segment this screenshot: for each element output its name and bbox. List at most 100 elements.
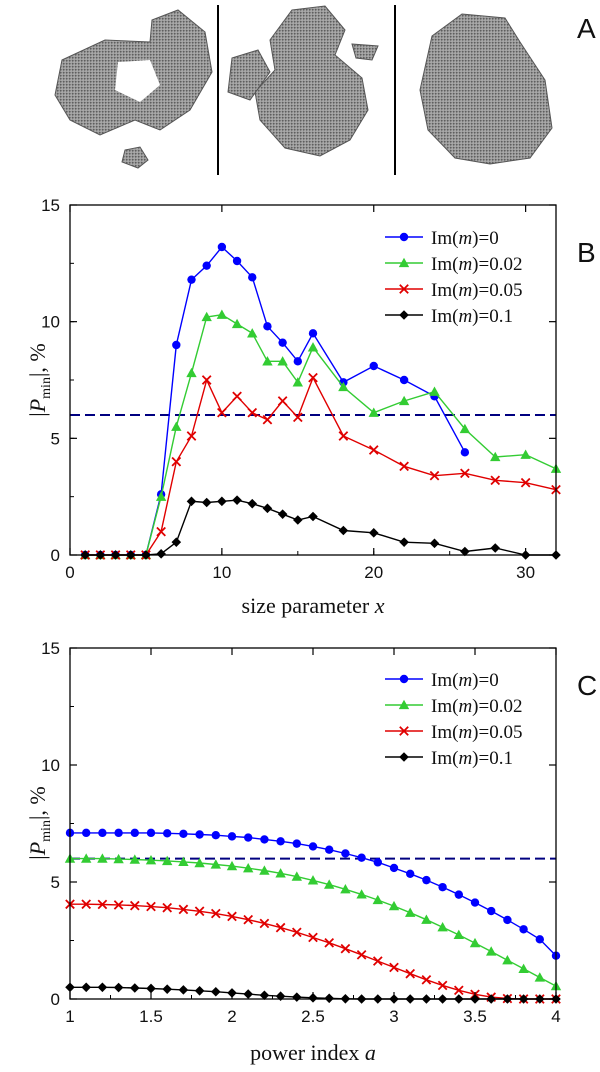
panel-c-data-point [211, 831, 220, 840]
panel-c-data-point [244, 833, 253, 842]
panel-b-data-point [202, 261, 211, 270]
panel-c-data-point [243, 862, 254, 873]
panel-b-data-point [216, 309, 228, 319]
panel-c-data-point [308, 842, 318, 851]
panel-c-data-point [113, 853, 124, 864]
panel-b-data-point [429, 386, 440, 396]
panel-c-data-point [454, 890, 463, 899]
panel-b-data-point [262, 414, 273, 425]
panel-c-data-point [292, 839, 301, 848]
panel-c-data-point [194, 906, 205, 917]
panel-c-data-point [162, 984, 172, 994]
panel-label-c: C [577, 670, 597, 701]
panel-b-data-point [155, 491, 167, 501]
panel-c-legend-entry: Im(m)=0.05 [385, 722, 522, 743]
panel-b-data-point [247, 328, 258, 338]
legend-marker [399, 284, 409, 294]
panel-c-data-point [291, 871, 302, 881]
panel-c-data-point [389, 863, 399, 873]
panel-b-data-point [232, 495, 242, 505]
panel-c-data-point [341, 849, 350, 858]
panel-b-data-point [520, 449, 531, 459]
legend-marker [399, 752, 409, 762]
panel-c-x-tick-label: 3 [389, 1007, 398, 1026]
panel-b-data-point [368, 407, 379, 417]
panel-c-series-1 [64, 853, 562, 991]
panel-c-data-point [113, 900, 124, 910]
legend-marker [398, 699, 410, 710]
panel-c-data-point [275, 991, 286, 1001]
panel-c-data-point [292, 992, 302, 1002]
panel-c-data-point [259, 918, 270, 929]
panel-b-data-point [232, 256, 242, 266]
panel-c-data-point [356, 949, 367, 960]
panel-c-data-point [163, 829, 172, 838]
panel-c-data-point [146, 901, 156, 912]
legend-label: Im(m)=0.02 [431, 254, 522, 275]
panel-c-data-point [324, 879, 335, 889]
panel-b-data-point [368, 445, 379, 455]
panel-c-y-axis-label: |Pmin|, % [25, 786, 54, 859]
panel-b-data-point [293, 515, 303, 525]
panel-b-data-point [171, 456, 182, 467]
panel-c-data-point [194, 986, 205, 996]
panel-b-legend: Im(m)=0 Im(m)=0.02 Im(m)=0.05 Im(m)=0.1 [385, 228, 522, 327]
panel-b-data-point [399, 461, 409, 472]
legend-marker [398, 257, 410, 268]
panel-c-series-0 [65, 828, 561, 960]
panel-c-data-point [130, 828, 139, 838]
panel-c-data-point [129, 854, 140, 864]
panel-b-data-point [201, 311, 212, 322]
panel-b-data-point [293, 357, 303, 366]
panel-label-b: B [577, 237, 596, 268]
panel-c-data-point [227, 911, 237, 922]
panel-c-data-point [226, 860, 238, 871]
panel-c-data-point [129, 900, 140, 911]
legend-marker [399, 674, 409, 684]
panel-c-data-point [453, 985, 464, 996]
panel-c-data-point [502, 954, 513, 965]
panel-b-legend-entry: Im(m)=0.02 [385, 254, 522, 275]
panel-b-data-point [247, 407, 258, 418]
panel-b-data-point [278, 338, 287, 347]
panel-c-data-point [276, 837, 285, 846]
panel-c-x-tick-label: 1.5 [139, 1007, 163, 1026]
panel-b-x-tick-label: 0 [65, 563, 74, 582]
panel-b-legend-entry: Im(m)=0 [385, 228, 499, 249]
panel-c-y-tick-label: 0 [51, 990, 60, 1009]
panel-c-data-point [405, 968, 416, 979]
panel-b-y-axis-label: |Pmin|, % [25, 343, 54, 416]
panel-b-data-point [292, 377, 304, 387]
panel-c-data-point [97, 982, 108, 993]
panel-b-data-point [429, 538, 440, 549]
panel-c-data-point [210, 908, 221, 919]
panel-c-legend: Im(m)=0 Im(m)=0.02 Im(m)=0.05 Im(m)=0.1 [385, 670, 522, 769]
panel-c-data-point [535, 935, 544, 944]
legend-label: Im(m)=0.1 [431, 748, 513, 769]
panel-c-data-point [260, 835, 269, 844]
panel-c-data-point [98, 828, 107, 838]
legend-marker [399, 232, 409, 242]
panel-c-data-point [210, 859, 221, 869]
panel-c-data-point [307, 875, 319, 885]
panel-c-data-point [130, 983, 140, 993]
panel-b-data-point [231, 318, 243, 329]
panel-b-data-point [201, 375, 212, 385]
panel-b-data-point [460, 546, 470, 557]
panel-b-y-tick-label: 15 [41, 196, 60, 215]
panel-c-x-tick-label: 2 [227, 1007, 236, 1026]
panel-b-data-point [338, 431, 349, 441]
panel-b-data-point [277, 509, 288, 519]
panel-c-y-tick-label: 10 [41, 756, 60, 775]
particle-image-3 [419, 13, 553, 165]
legend-label: Im(m)=0.02 [431, 696, 522, 717]
panel-c-legend-entry: Im(m)=0 [385, 670, 499, 691]
panel-c-data-point [146, 828, 156, 838]
panel-c-data-point [178, 985, 189, 995]
panel-c-legend-entry: Im(m)=0.1 [385, 748, 513, 769]
panel-b-data-point [490, 543, 501, 553]
panel-b-data-point [308, 329, 318, 338]
panel-c-data-point [259, 865, 270, 875]
